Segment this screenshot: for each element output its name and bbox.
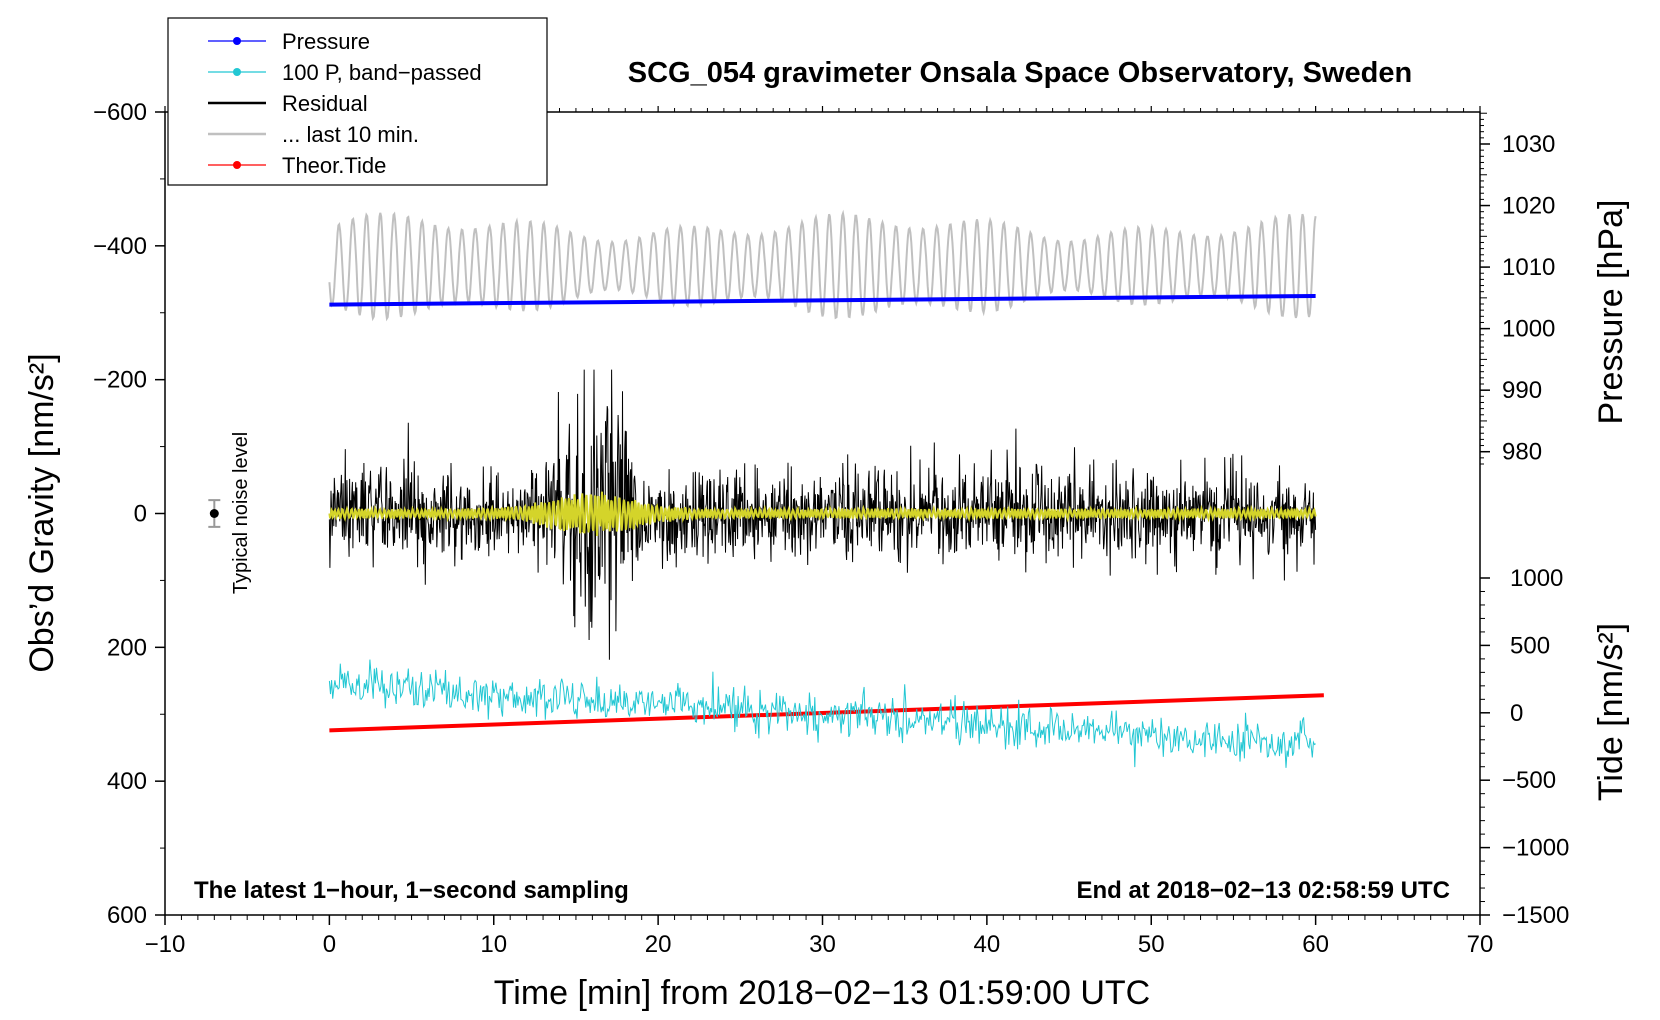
x-tick-label: −10 bbox=[145, 931, 186, 958]
legend: Pressure 100 P, band−passed Residual ... la… bbox=[167, 17, 548, 186]
last-10-min-line bbox=[328, 209, 1317, 322]
legend-label: ... last 10 min. bbox=[282, 122, 419, 147]
annotation-end-time: End at 2018−02−13 02:58:59 UTC bbox=[1076, 877, 1450, 904]
x-axis-title: Time [min] from 2018−02−13 01:59:00 UTC bbox=[494, 974, 1150, 1012]
residual-smoothed-line bbox=[328, 491, 1317, 537]
y-axis-left-title: Obs’d Gravity [nm/s²] bbox=[23, 353, 61, 672]
legend-marker bbox=[233, 68, 241, 76]
band-passed-line bbox=[328, 659, 1316, 768]
y-axis-tide-title: Tide [nm/s²] bbox=[1592, 623, 1630, 801]
x-tick-label: 20 bbox=[645, 931, 672, 958]
x-tick-label: 10 bbox=[480, 931, 507, 958]
x-tick-label: 30 bbox=[809, 931, 836, 958]
legend-marker bbox=[233, 161, 241, 169]
y-axis-pressure: 1030 1020 1010 1000 990 980 bbox=[1480, 112, 1555, 466]
series-pressure bbox=[329, 294, 1316, 307]
y-left-tick-label: 400 bbox=[107, 768, 147, 795]
y-tide-tick-label: 1000 bbox=[1510, 565, 1563, 592]
x-tick-label: 0 bbox=[323, 931, 336, 958]
y-tide-tick-label: −1500 bbox=[1502, 902, 1569, 929]
y-axis-left: 600 400 200 0 −200 −400 −600 bbox=[93, 99, 165, 929]
y-pressure-tick-label: 990 bbox=[1502, 377, 1542, 404]
chart-title: SCG_054 gravimeter Onsala Space Observat… bbox=[628, 57, 1412, 89]
x-tick-label: 40 bbox=[974, 931, 1001, 958]
series-last-10-min bbox=[328, 209, 1317, 322]
series-band-passed-pressure bbox=[328, 659, 1316, 768]
y-tide-tick-label: −500 bbox=[1502, 767, 1556, 794]
y-left-tick-label: −600 bbox=[93, 99, 147, 126]
legend-label: 100 P, band−passed bbox=[282, 60, 482, 85]
legend-box bbox=[167, 17, 548, 186]
y-left-tick-label: −400 bbox=[93, 233, 147, 260]
y-axis-tide: 1000 500 0 −500 −1000 −1500 bbox=[1480, 565, 1569, 929]
legend-label: Pressure bbox=[282, 29, 370, 54]
annotation-sampling: The latest 1−hour, 1−second sampling bbox=[194, 877, 629, 904]
legend-marker bbox=[233, 37, 241, 45]
y-left-tick-label: 200 bbox=[107, 634, 147, 661]
series-residual-smoothed bbox=[328, 491, 1317, 537]
y-pressure-tick-label: 980 bbox=[1502, 439, 1542, 466]
x-axis: −10 0 10 20 30 40 50 60 70 bbox=[145, 106, 1494, 958]
legend-label: Residual bbox=[282, 91, 368, 116]
x-tick-label: 70 bbox=[1467, 931, 1494, 958]
y-left-tick-label: −200 bbox=[93, 367, 147, 394]
y-pressure-tick-label: 1020 bbox=[1502, 193, 1555, 220]
noise-marker bbox=[208, 499, 221, 528]
y-pressure-tick-label: 1030 bbox=[1502, 131, 1555, 158]
pressure-line bbox=[329, 294, 1316, 307]
y-tide-tick-label: 500 bbox=[1510, 632, 1550, 659]
noise-level-label: Typical noise level bbox=[230, 432, 252, 594]
y-tide-tick-label: −1000 bbox=[1502, 835, 1569, 862]
legend-label: Theor.Tide bbox=[282, 153, 386, 178]
x-tick-label: 50 bbox=[1138, 931, 1165, 958]
y-left-tick-label: 0 bbox=[134, 501, 147, 528]
y-pressure-tick-label: 1000 bbox=[1502, 316, 1555, 343]
x-tick-label: 60 bbox=[1302, 931, 1329, 958]
noise-point bbox=[209, 509, 219, 518]
y-tide-tick-label: 0 bbox=[1510, 700, 1523, 727]
y-axis-pressure-title: Pressure [hPa] bbox=[1592, 200, 1630, 425]
y-pressure-tick-label: 1010 bbox=[1502, 254, 1555, 281]
y-left-tick-label: 600 bbox=[107, 902, 147, 929]
